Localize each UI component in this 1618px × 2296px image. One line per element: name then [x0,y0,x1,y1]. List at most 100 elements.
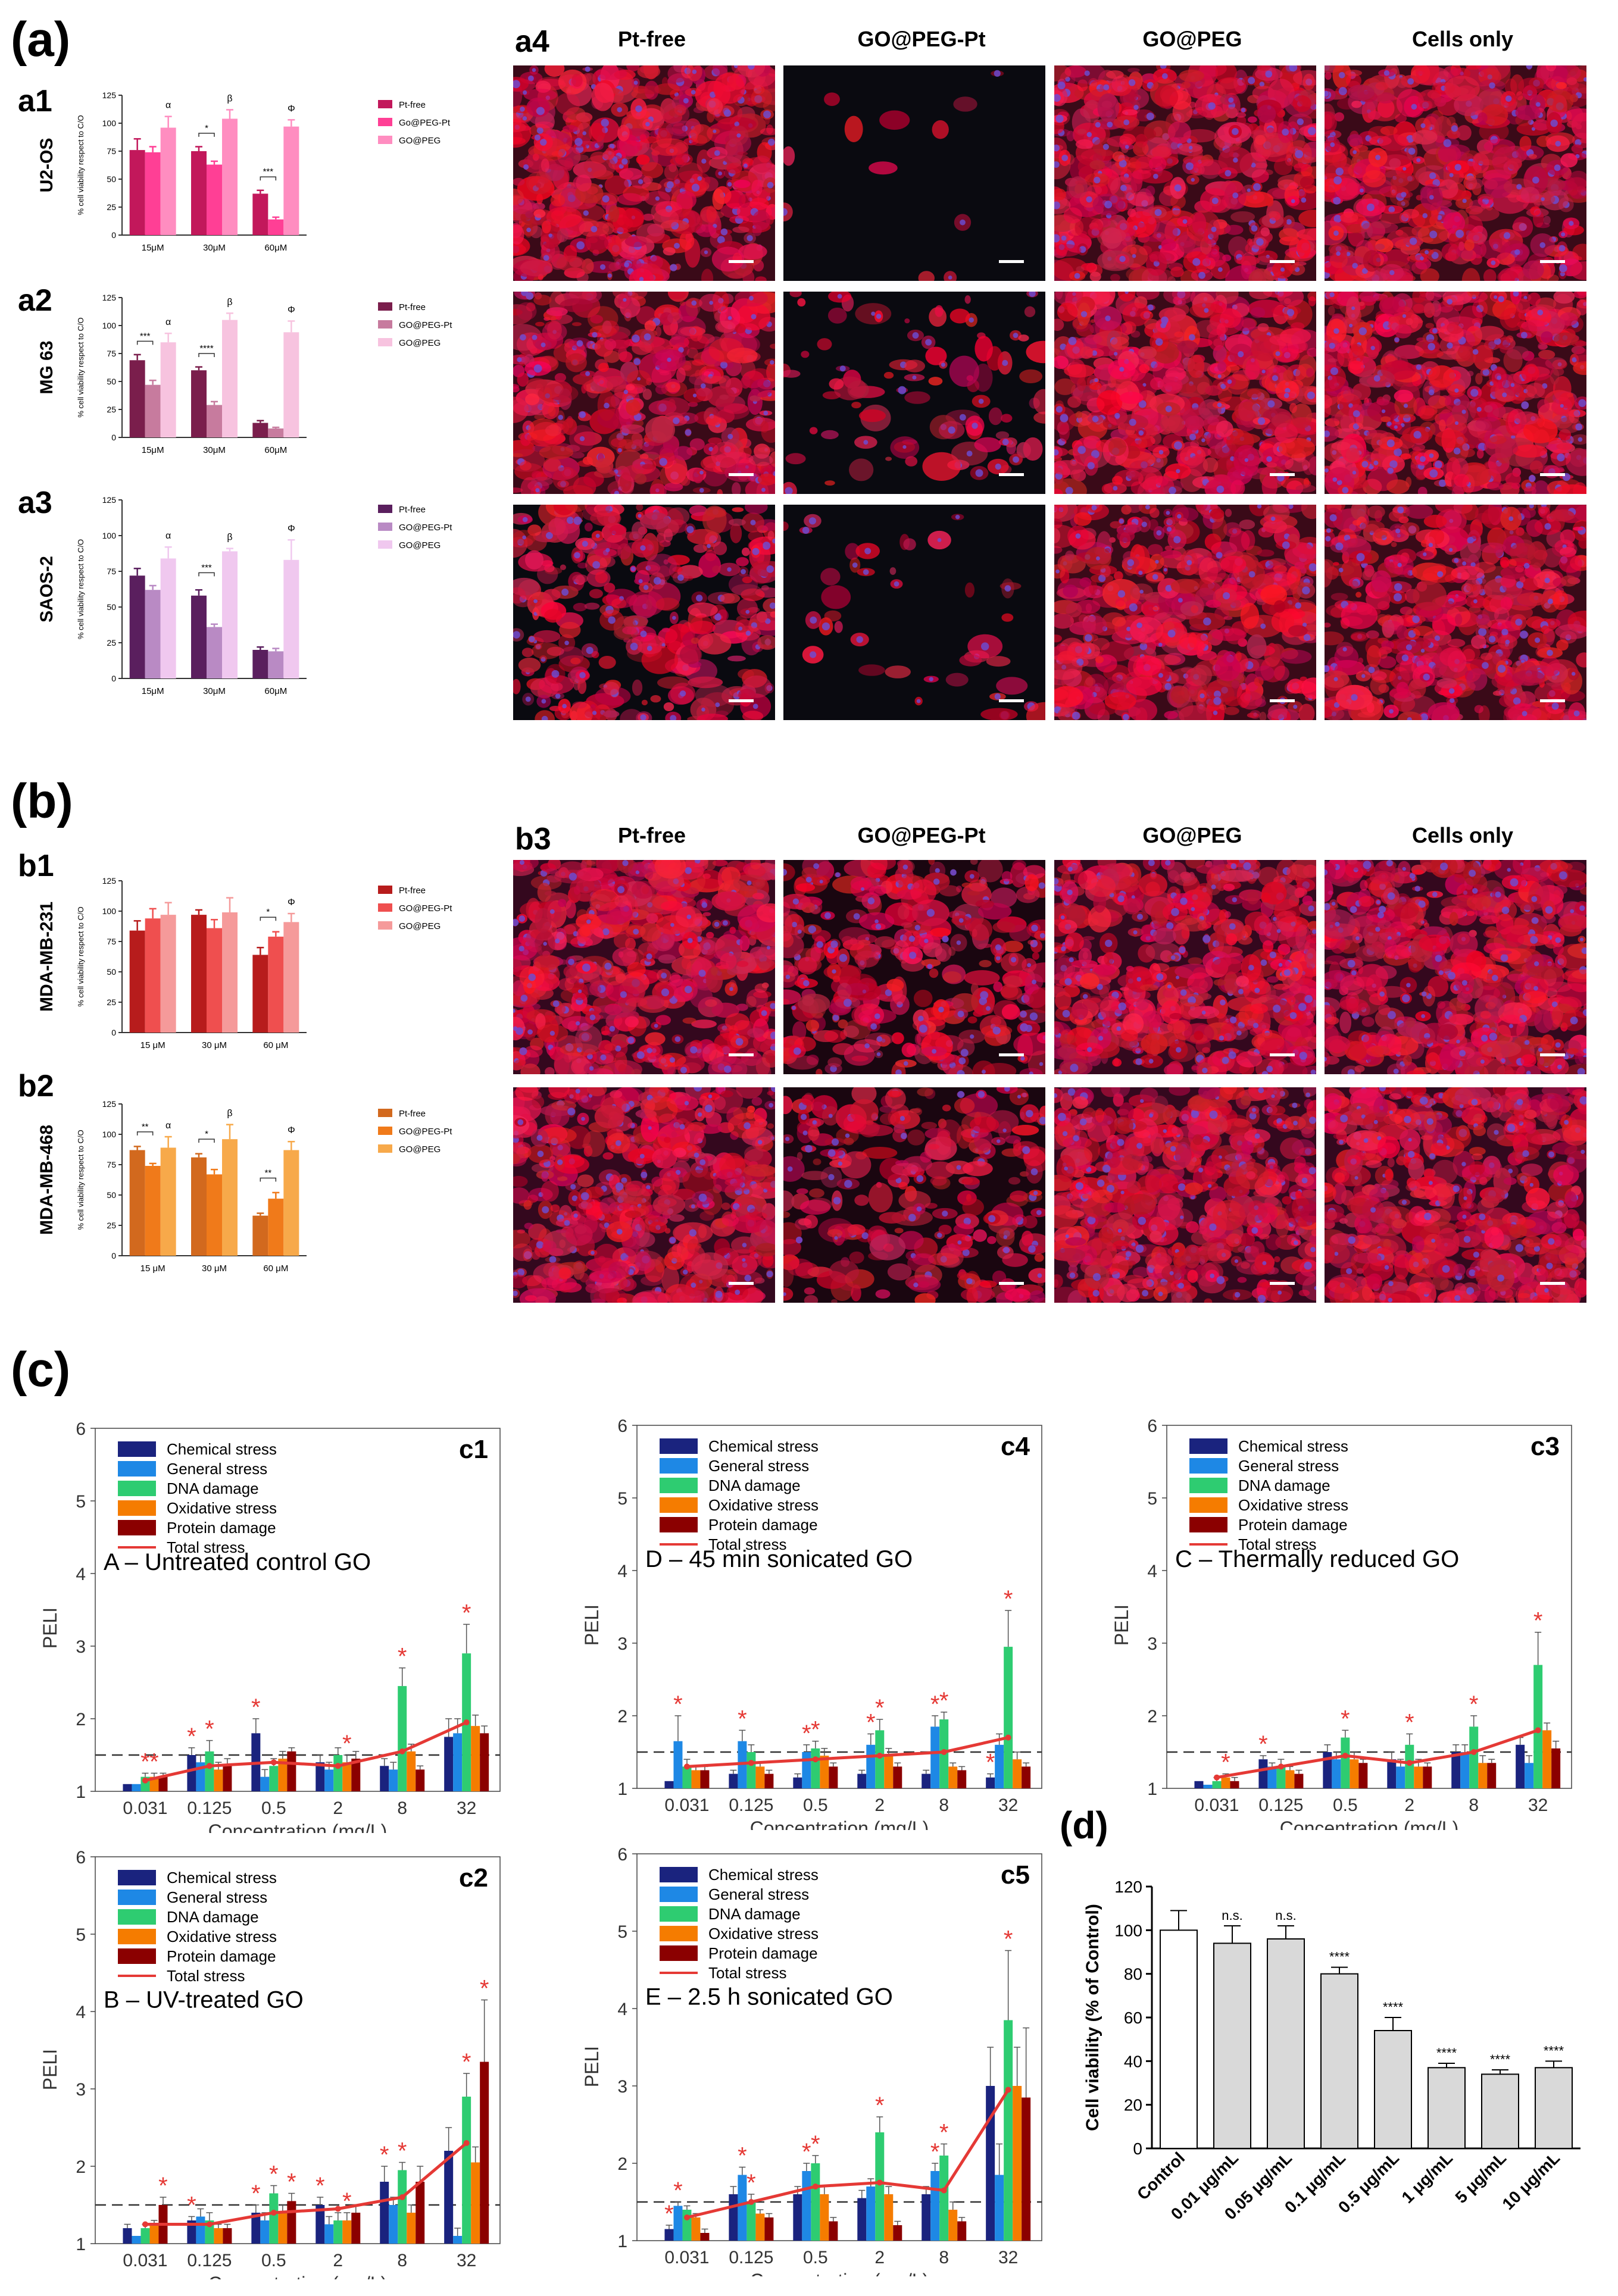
cell-nucleus [1503,232,1511,239]
cell-body [576,112,593,123]
cell-body [1518,77,1544,95]
cell-body [1026,340,1045,364]
cell-body [738,243,767,259]
cell-body [629,268,654,281]
cell-body [571,322,582,327]
cell-body [554,373,566,383]
cell-body [1479,193,1494,200]
cell-body [1451,485,1464,494]
cell-body [1226,364,1240,373]
cell-nucleus [574,552,580,559]
cell-nucleus [715,702,720,708]
cell-body [1345,70,1363,77]
panel-label-b1: b1 [18,849,54,883]
cell-body [1177,340,1198,354]
cell-body [1403,209,1420,219]
micrograph-image [1054,292,1316,494]
cell-nucleus [1004,585,1011,592]
cell-nucleus [1358,327,1367,336]
cell-nucleus [994,693,1001,700]
cell-nucleus [1330,142,1335,148]
cell-nucleus [1217,402,1222,408]
cell-body [827,307,847,324]
cell-body [1295,386,1316,405]
cell-body [690,124,713,144]
cell-nucleus [1338,87,1347,96]
cell-body [696,224,717,237]
cell-body [1145,185,1155,197]
cell-nucleus [1248,77,1255,85]
cell-body [726,348,758,364]
cell-body [1207,417,1219,426]
cell-nucleus [1092,415,1099,423]
cell-body [679,645,701,665]
cell-body [1054,65,1072,82]
cell-body [1225,374,1250,390]
cell-nucleus [1329,292,1335,298]
cell-body [1325,111,1337,134]
cell-nucleus [1537,309,1544,315]
cell-nucleus [630,567,636,572]
cell-nucleus [966,451,973,457]
cell-body [1446,456,1461,480]
cell-nucleus [1257,417,1266,425]
cell-body [789,292,802,298]
cell-nucleus [535,644,541,649]
cell-nucleus [1216,485,1225,493]
cell-body [541,158,549,173]
cell-nucleus [1146,112,1154,121]
cell-body [732,226,749,233]
cell-body [1415,92,1426,97]
cell-body [1059,423,1070,442]
cell-nucleus [1428,389,1435,396]
cell-nucleus [1161,316,1169,324]
cell-nucleus [727,182,732,187]
cell-body [689,505,708,517]
cell-body [1444,76,1480,101]
cell-nucleus [1233,157,1238,163]
cell-nucleus [1462,443,1470,451]
cell-body [543,589,561,601]
cell-body [691,637,699,645]
cell-nucleus [1259,82,1265,87]
cell-body [1459,305,1483,331]
cell-nucleus [767,182,774,189]
scale-bar [1270,260,1295,263]
cell-nucleus [541,656,546,662]
cell-nucleus [1438,479,1447,487]
cell-body [708,437,722,445]
cell-nucleus [591,226,598,233]
cell-body [1366,430,1388,437]
cell-nucleus [633,358,641,365]
cell-body [1286,417,1314,437]
cell-nucleus [1107,121,1113,128]
cell-nucleus [916,699,921,703]
cell-nucleus [1420,256,1424,261]
cell-nucleus [1497,376,1501,380]
cell-nucleus [1133,105,1139,110]
cell-body [1163,292,1195,305]
cell-body [1127,68,1140,73]
cell-body [1467,229,1483,242]
cell-body [1478,292,1519,317]
cell-nucleus [1125,145,1129,149]
cell-body [1097,93,1120,122]
cell-nucleus [1578,399,1586,407]
cell-body [995,431,1010,440]
cell-body [574,431,602,446]
cell-nucleus [1013,333,1019,338]
cell-nucleus [630,642,638,650]
cell-nucleus [1128,79,1136,86]
cell-nucleus [526,227,531,233]
cell-body [1054,188,1066,201]
cell-nucleus [763,110,771,118]
cell-body [1405,318,1413,326]
cell-nucleus [523,90,527,95]
cell-body [1119,133,1136,146]
cell-nucleus [1373,460,1379,465]
cell-nucleus [1297,118,1304,126]
cell-nucleus [517,357,522,362]
cell-body [1379,211,1408,224]
cell-body [535,121,554,129]
cell-nucleus [576,241,585,250]
